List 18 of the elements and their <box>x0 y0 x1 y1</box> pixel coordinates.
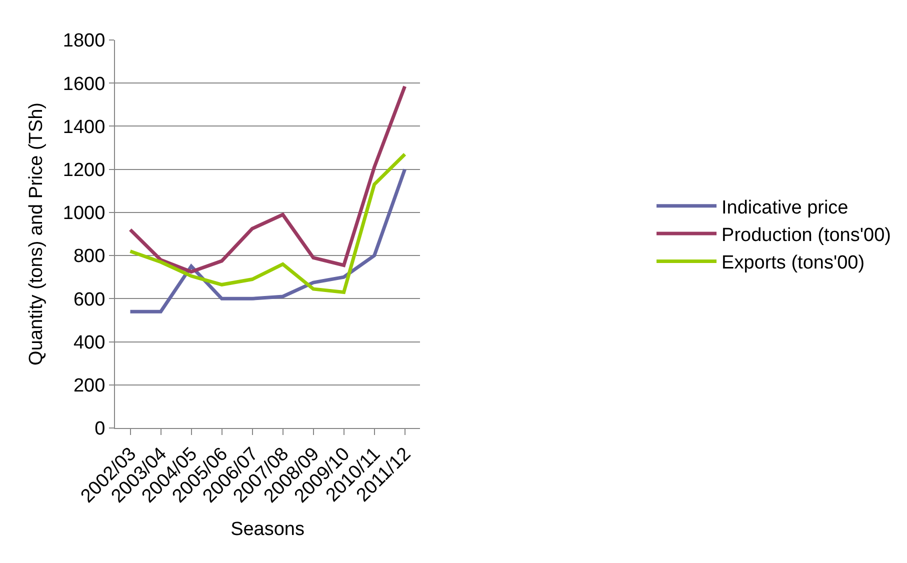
y-tick-label: 1200 <box>62 160 106 181</box>
x-axis-title: Seasons <box>230 518 305 540</box>
y-tick-label: 1600 <box>62 74 106 95</box>
y-tick-label: 1000 <box>62 203 106 224</box>
line-series <box>128 84 407 274</box>
y-tick-label: 600 <box>73 289 106 310</box>
line-series <box>128 168 407 314</box>
y-tick-label: 400 <box>73 332 106 354</box>
legend-label: Production (tons'00) <box>722 224 891 246</box>
y-tick-label: 0 <box>94 418 106 440</box>
line-series <box>128 152 407 294</box>
y-tick-label: 1800 <box>62 30 106 52</box>
legend-label: Indicative price <box>722 197 848 218</box>
legend-label: Exports (tons'00) <box>722 252 865 274</box>
y-tick-label: 1400 <box>62 116 106 138</box>
y-axis-title: Quantity (tons) and Price (TSh) <box>26 102 47 366</box>
y-tick-label: 800 <box>73 246 106 268</box>
y-tick-label: 200 <box>73 376 106 397</box>
